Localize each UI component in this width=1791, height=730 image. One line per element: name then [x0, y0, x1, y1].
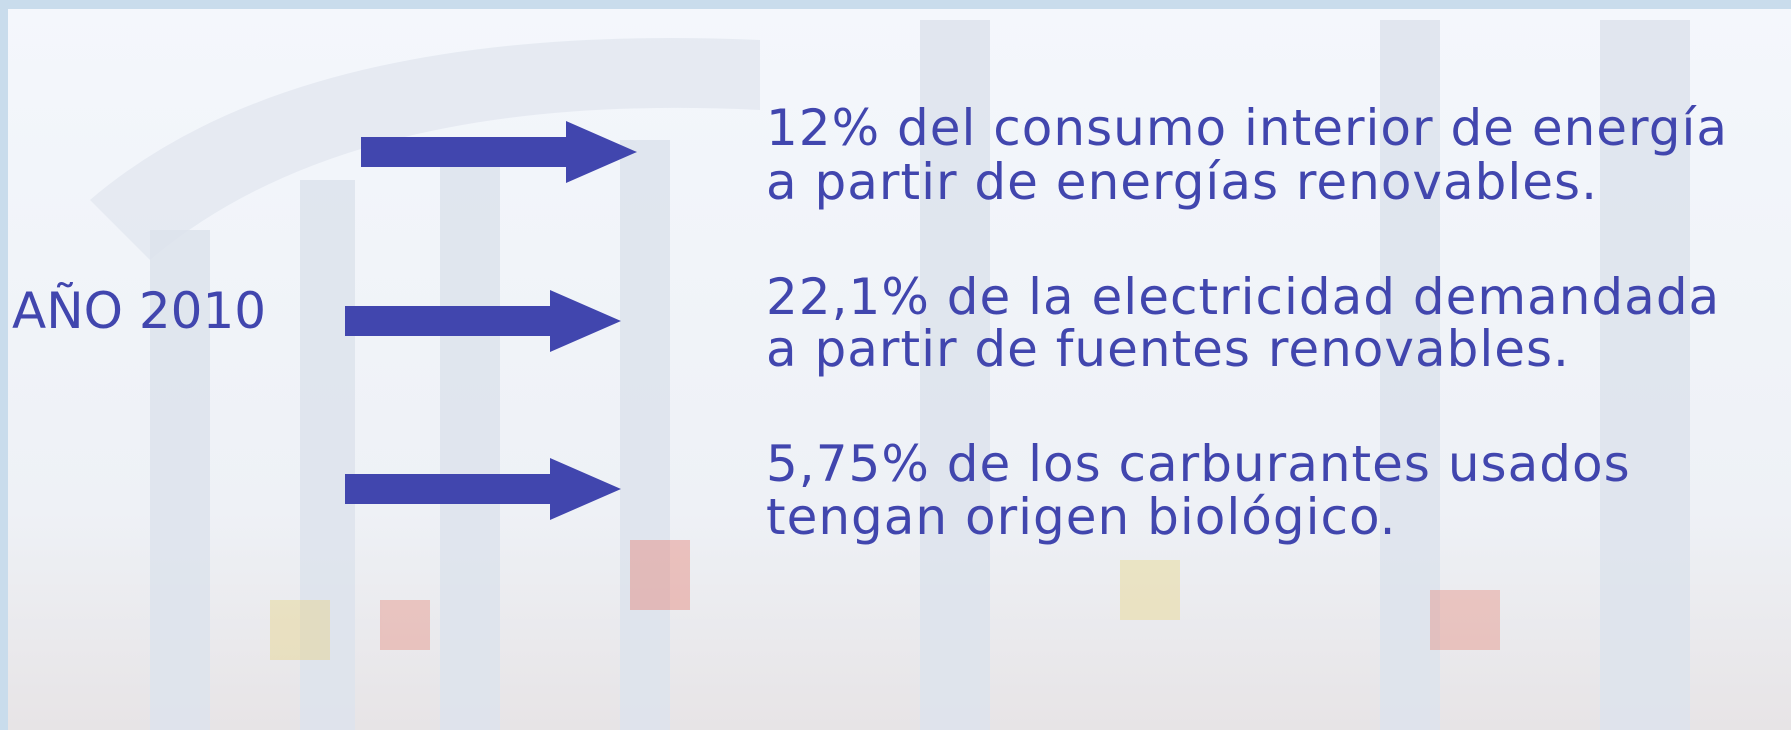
item-line: a partir de fuentes renovables. [766, 322, 1570, 376]
slide: AÑO 2010 12% del consumo interior de ene… [0, 0, 1791, 730]
item-line: a partir de energías renovables. [766, 155, 1598, 209]
item-line: 12% del consumo interior de energía [766, 101, 1728, 155]
item-line: tengan origen biológico. [766, 490, 1397, 544]
item-line: 22,1% de la electricidad demandada [766, 270, 1720, 324]
item-line: 5,75% de los carburantes usados [766, 437, 1631, 491]
year-label: AÑO 2010 [12, 284, 266, 338]
